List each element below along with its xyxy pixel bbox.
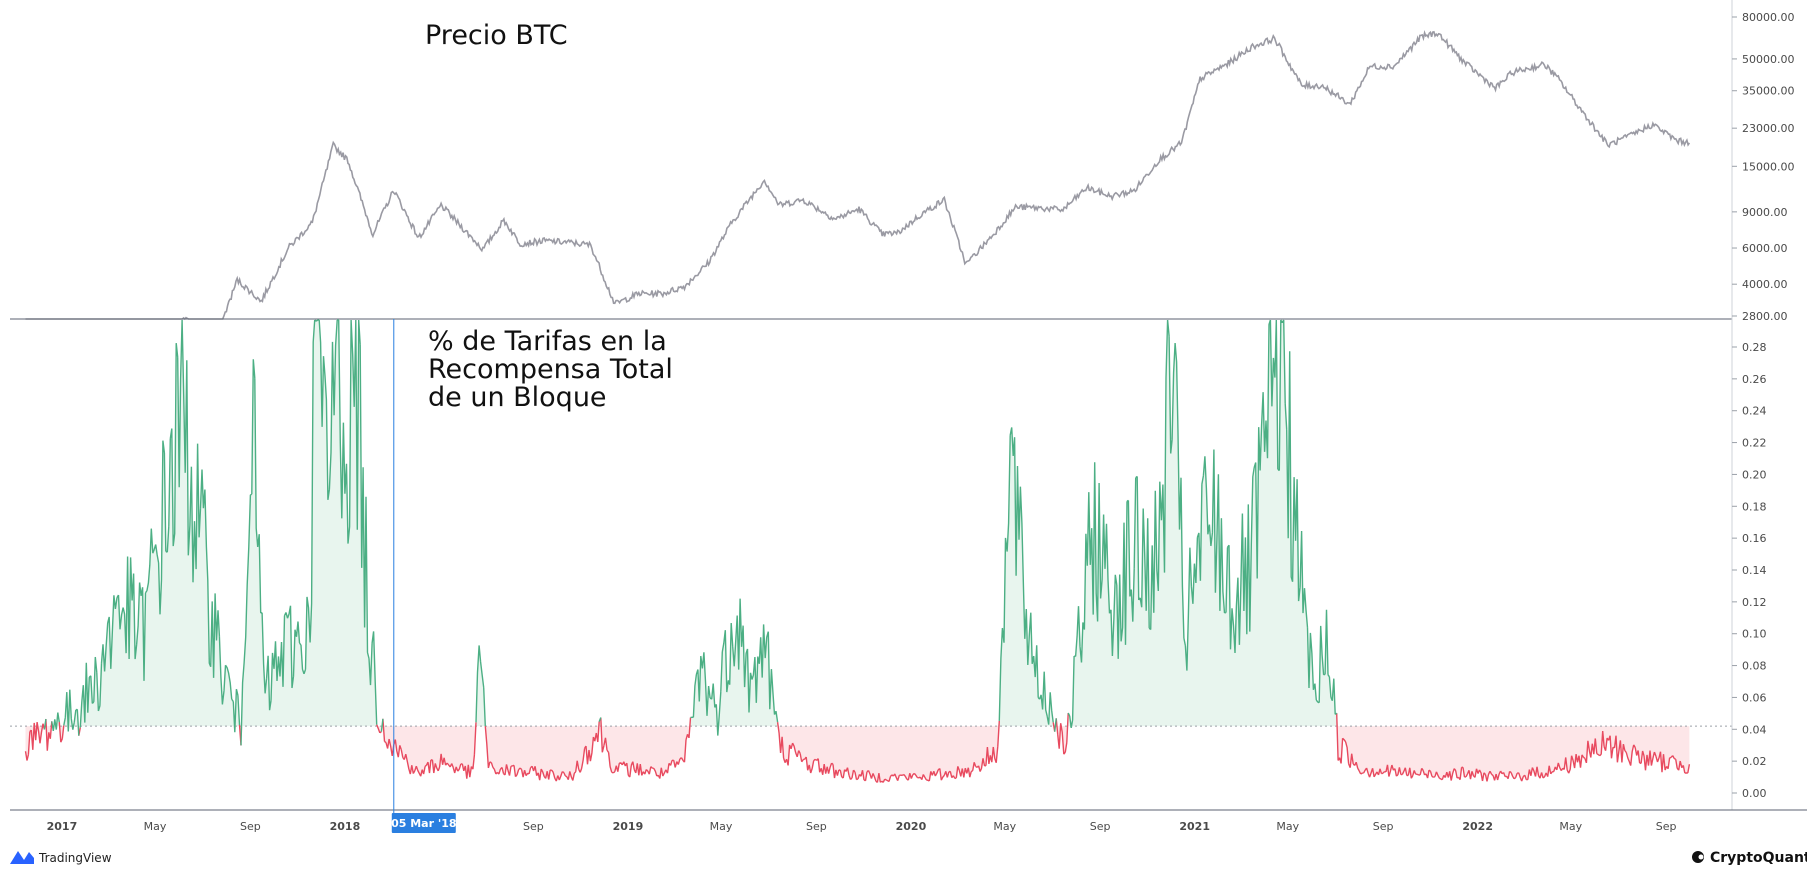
- cryptoquant-logo[interactable]: CryptoQuant: [1692, 850, 1807, 866]
- time-axis-tick-label: 2017: [47, 820, 78, 833]
- price-y-tick-label: 23000.00: [1742, 122, 1795, 135]
- price-y-tick-label: 2800.00: [1742, 310, 1788, 323]
- fees-y-tick-label: 0.02: [1742, 755, 1767, 768]
- fees-y-tick-label: 0.08: [1742, 660, 1767, 673]
- fees-y-axis[interactable]: 0.28 0.26 0.24 0.22 0.20 0.18 0.16 0.14 0.12 0.10…: [1732, 341, 1767, 800]
- time-axis-tick-label: May: [1559, 820, 1582, 833]
- time-axis-tick-label: 2019: [613, 820, 644, 833]
- time-axis-tick-label: May: [1276, 820, 1299, 833]
- cryptoquant-logo-icon-cut: [1698, 854, 1704, 860]
- price-y-tick-label: 50000.00: [1742, 53, 1795, 66]
- price-pane[interactable]: Precio BTC: [25, 20, 1691, 321]
- fees-y-tick-label: 0.04: [1742, 723, 1767, 736]
- time-axis-tick-label: Sep: [806, 820, 827, 833]
- fees-title-line-2: Recompensa Total: [428, 354, 673, 385]
- fees-y-tick-label: 0.00: [1742, 787, 1767, 800]
- above-threshold-fill: [25, 320, 1690, 727]
- time-axis-tick-label: 2021: [1179, 820, 1210, 833]
- price-y-tick-label: 80000.00: [1742, 11, 1795, 24]
- time-axis-tick-label: 2018: [330, 820, 361, 833]
- fees-y-tick-label: 0.16: [1742, 532, 1767, 545]
- time-axis[interactable]: 2017 May Sep 2018 May Sep 2019 May Sep 2020 May Sep…: [47, 820, 1677, 833]
- price-y-tick-label: 9000.00: [1742, 206, 1788, 219]
- fees-y-tick-label: 0.14: [1742, 564, 1767, 577]
- price-pane-title: Precio BTC: [425, 20, 568, 51]
- fees-y-tick-label: 0.20: [1742, 468, 1767, 481]
- time-axis-tick-label: 2020: [896, 820, 927, 833]
- fees-title-line-1: % de Tarifas en la: [428, 326, 667, 357]
- below-threshold-fill: [25, 726, 1690, 783]
- price-y-axis[interactable]: 80000.00 50000.00 35000.00 23000.00 15000.00…: [1732, 11, 1795, 323]
- cryptoquant-logo-icon: [1692, 851, 1704, 863]
- above-threshold-line: [43, 319, 1338, 746]
- fees-y-tick-label: 0.24: [1742, 405, 1767, 418]
- price-y-tick-label: 15000.00: [1742, 160, 1795, 173]
- time-axis-tick-label: Sep: [523, 820, 544, 833]
- time-axis-tick-label: 2022: [1462, 820, 1493, 833]
- time-axis-tick-label: May: [993, 820, 1016, 833]
- below-threshold-line: [24, 712, 1691, 784]
- time-axis-tick-label: Sep: [1090, 820, 1111, 833]
- time-axis-tick-label: May: [710, 820, 733, 833]
- fees-y-tick-label: 0.06: [1742, 691, 1767, 704]
- fees-y-tick-label: 0.26: [1742, 373, 1767, 386]
- crosshair-date-label: 05 Mar '18: [391, 817, 456, 830]
- price-series-line: [25, 30, 1691, 321]
- fees-y-tick-label: 0.10: [1742, 628, 1767, 641]
- cryptoquant-brand-label: CryptoQuant: [1710, 850, 1807, 866]
- fees-y-tick-label: 0.18: [1742, 500, 1767, 513]
- price-y-tick-label: 4000.00: [1742, 278, 1788, 291]
- time-axis-tick-label: Sep: [1373, 820, 1394, 833]
- fees-title-line-3: de un Bloque: [428, 382, 607, 413]
- time-axis-tick-label: Sep: [1656, 820, 1677, 833]
- fees-y-tick-label: 0.28: [1742, 341, 1767, 354]
- crosshair-date-label-box: [391, 813, 456, 833]
- fees-y-tick-label: 0.22: [1742, 437, 1767, 450]
- time-axis-tick-label: May: [144, 820, 167, 833]
- time-axis-tick-label: Sep: [240, 820, 261, 833]
- tradingview-logo[interactable]: TradingView: [10, 851, 112, 865]
- fees-y-tick-label: 0.12: [1742, 596, 1767, 609]
- price-y-tick-label: 6000.00: [1742, 242, 1788, 255]
- price-y-tick-label: 35000.00: [1742, 85, 1795, 98]
- tradingview-brand-label: TradingView: [38, 851, 112, 865]
- tradingview-logo-icon: [10, 851, 34, 864]
- fees-pane[interactable]: % de Tarifas en la Recompensa Total de u…: [10, 319, 1732, 784]
